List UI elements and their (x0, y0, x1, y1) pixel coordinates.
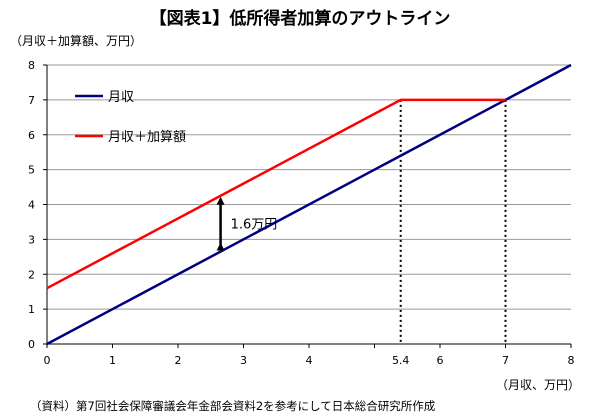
chart-title: 【図表1】低所得者加算のアウトライン (149, 9, 451, 29)
y-tick-label-0: 0 (28, 338, 35, 351)
y-tick-label-4: 4 (28, 199, 35, 212)
axes: 0 1 2 3 4 5 6 7 8 0 1 2 3 4 6 7 8 (28, 59, 575, 367)
y-tick-label-1: 1 (28, 303, 35, 316)
y-tick-label-2: 2 (28, 268, 35, 281)
x-tick-label-4: 4 (306, 354, 313, 367)
x-tick-label-0: 0 (44, 354, 51, 367)
x-tick-label-2: 2 (175, 354, 182, 367)
annotations: 1.6万円 (216, 196, 278, 251)
y-tick-label-5: 5 (28, 164, 35, 177)
reference-label-0: 5.4 (392, 354, 410, 367)
annotation-label-0: 1.6万円 (231, 218, 278, 233)
x-tick-label-3: 3 (240, 354, 247, 367)
y-tick-label-3: 3 (28, 233, 35, 246)
reference-markers: 5.4 (392, 99, 507, 367)
series-line-0 (46, 63, 572, 346)
y-tick-label-6: 6 (28, 129, 35, 142)
x-axis-label: （月収、万円） (495, 378, 580, 392)
legend-label-0: 月収 (108, 90, 134, 105)
y-axis-label: （月収＋加算額、万円） (10, 34, 143, 48)
x-tick-label-7: 7 (502, 354, 509, 367)
source-note: （資料）第7回社会保障審議会年金部会資料2を参考にして日本総合研究所作成 (30, 399, 436, 413)
y-tick-label-7: 7 (28, 94, 35, 107)
legend-label-1: 月収＋加算額 (108, 130, 186, 145)
series-line-1 (46, 98, 506, 290)
x-tick-label-8: 8 (568, 354, 575, 367)
series (46, 63, 572, 346)
y-tick-label-8: 8 (28, 59, 35, 72)
x-tick-label-1: 1 (109, 354, 116, 367)
x-tick-label-6: 6 (437, 354, 444, 367)
